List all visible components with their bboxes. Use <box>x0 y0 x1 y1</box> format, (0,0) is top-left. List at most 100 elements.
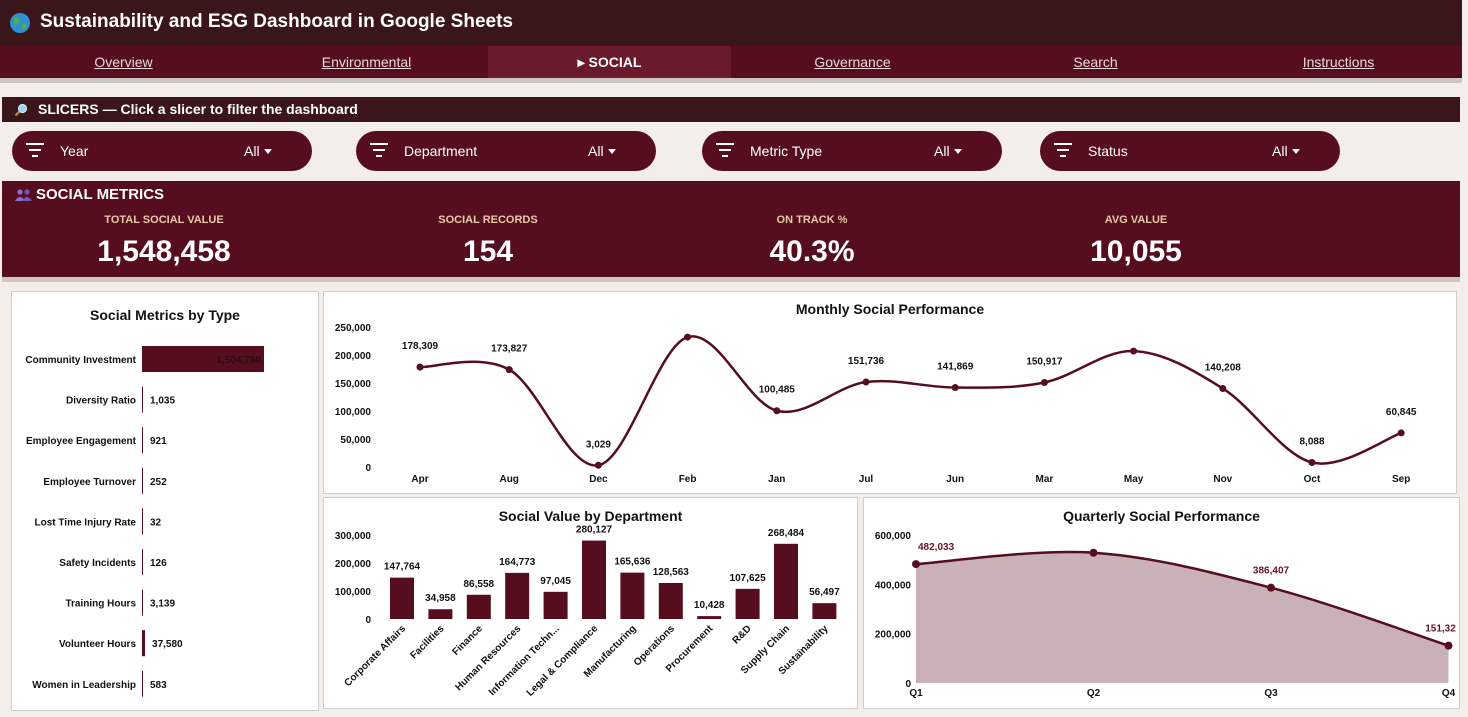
y-tick-label: 100,000 <box>335 587 372 598</box>
data-label: 482,033 <box>918 542 955 553</box>
slicer-year[interactable]: Year All <box>12 131 312 171</box>
section-title: SOCIAL METRICS <box>36 186 165 203</box>
x-tick-label: Q3 <box>1264 688 1278 699</box>
social-metrics-band: SOCIAL METRICS TOTAL SOCIAL VALUE 1,548,… <box>2 181 1460 277</box>
x-tick-label: Q4 <box>1442 688 1456 699</box>
series-line <box>915 550 1449 647</box>
data-label: 37,580 <box>152 639 183 650</box>
data-label: 921 <box>150 436 167 447</box>
magnifier-icon <box>14 103 28 117</box>
data-label: 1,035 <box>150 396 175 407</box>
slicer-status[interactable]: Status All <box>1040 131 1340 171</box>
data-label: 164,773 <box>499 557 536 568</box>
x-tick-label: Jan <box>768 474 785 485</box>
data-label: 583 <box>150 680 167 691</box>
y-tick-label: 200,000 <box>335 559 372 570</box>
bar <box>142 467 143 494</box>
chart-panel-quarterly: Quarterly Social Performance 0 200,000 400… <box>863 497 1460 709</box>
monthly-line-chart: 0 50,000 100,000 150,000 200,000 250,000 Apr 17… <box>335 323 1417 485</box>
y-tick-label: 200,000 <box>335 351 372 362</box>
kpi-value: 40.3% <box>769 235 855 268</box>
kpi-label: SOCIAL RECORDS <box>438 214 538 226</box>
caret-down-icon <box>608 149 616 154</box>
tab-bar: Overview Environmental ▸ SOCIAL Governan… <box>0 46 1462 78</box>
bar <box>735 588 760 619</box>
data-label: 1,504,790 <box>217 355 262 366</box>
data-label: 151,736 <box>848 356 885 367</box>
kpi-avg-value: AVG VALUE 10,055 <box>974 214 1298 269</box>
category-label: Employee Turnover <box>43 477 136 488</box>
bar <box>812 603 837 619</box>
data-point <box>773 407 781 415</box>
y-tick-label: 0 <box>365 615 371 626</box>
bar <box>142 346 264 372</box>
page-title: Sustainability and ESG Dashboard in Goog… <box>40 11 513 32</box>
divider <box>2 277 1460 282</box>
quarterly-area-chart: 0 200,000 400,000 600,000 Q1 482,033 Q2 Q3 386,4… <box>875 531 1456 699</box>
bar <box>142 670 143 697</box>
data-label: 150,917 <box>1026 356 1063 367</box>
x-tick-label: May <box>1124 474 1144 485</box>
tab-search[interactable]: Search <box>1073 54 1118 70</box>
x-tick-label: Corporate Affairs <box>342 623 408 689</box>
chart-title: Quarterly Social Performance <box>1063 508 1260 524</box>
slicer-label: Status <box>1088 143 1128 159</box>
data-point <box>1130 347 1138 355</box>
data-label: 173,827 <box>491 344 528 355</box>
data-label: 34,958 <box>425 593 456 604</box>
data-point <box>1219 384 1227 392</box>
data-point <box>951 384 959 392</box>
slicer-label: Department <box>404 143 478 159</box>
tab-overview[interactable]: Overview <box>94 54 153 70</box>
kpi-value: 154 <box>462 235 514 268</box>
x-tick-label: Aug <box>499 474 518 485</box>
y-tick-label: 50,000 <box>340 435 371 446</box>
title-bar: Sustainability and ESG Dashboard in Goog… <box>0 0 1462 46</box>
data-label: 128,563 <box>653 567 690 578</box>
data-label: 60,845 <box>1386 407 1417 418</box>
bar <box>428 609 453 619</box>
tab-governance[interactable]: Governance <box>814 54 891 70</box>
data-label: 100,485 <box>759 385 796 396</box>
x-tick-label: Jun <box>946 474 964 485</box>
bar <box>582 540 606 619</box>
bar <box>774 543 798 619</box>
category-label: Lost Time Injury Rate <box>34 517 136 528</box>
bar <box>142 386 143 413</box>
bar <box>142 589 143 616</box>
x-tick-label: Feb <box>679 474 697 485</box>
tab-environmental[interactable]: Environmental <box>321 54 412 70</box>
tab-social[interactable]: ▸ SOCIAL <box>488 46 731 78</box>
data-point <box>505 366 513 374</box>
bar <box>620 572 645 619</box>
bar <box>390 577 414 619</box>
kpi-value: 10,055 <box>1090 235 1182 268</box>
data-label: 165,636 <box>614 557 651 568</box>
x-tick-label: Information Techn... <box>487 623 562 698</box>
x-tick-label: Oct <box>1304 474 1321 485</box>
slicer-department[interactable]: Department All <box>356 131 656 171</box>
data-label: 151,32 <box>1425 624 1456 635</box>
x-tick-label: Q1 <box>909 688 923 699</box>
x-tick-label: Nov <box>1213 474 1232 485</box>
category-label: Women in Leadership <box>32 680 136 691</box>
metrics-by-type-chart: Community Investment 1,504,790 Diversity R… <box>25 346 264 697</box>
slicer-metric-type[interactable]: Metric Type All <box>702 131 1002 171</box>
data-label: 126 <box>150 558 167 569</box>
data-label: 107,625 <box>730 573 767 584</box>
data-label: 141,869 <box>937 362 974 373</box>
kpi-label: TOTAL SOCIAL VALUE <box>104 214 224 226</box>
filter-icon <box>1054 143 1072 157</box>
data-label: 86,558 <box>464 579 495 590</box>
bar <box>142 549 143 575</box>
data-point <box>912 560 920 569</box>
slicer-value: All <box>588 143 604 159</box>
slicer-value: All <box>934 143 950 159</box>
filter-icon <box>26 143 44 157</box>
tab-instructions[interactable]: Instructions <box>1302 54 1375 70</box>
filter-icon <box>370 143 388 157</box>
data-point <box>416 363 424 371</box>
category-label: Employee Engagement <box>26 436 137 447</box>
filter-icon <box>716 143 734 157</box>
data-label: 268,484 <box>768 528 805 539</box>
